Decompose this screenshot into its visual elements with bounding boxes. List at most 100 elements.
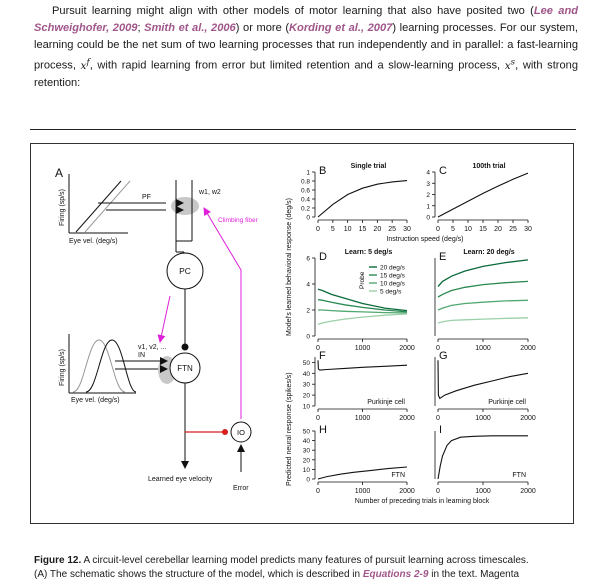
x-tick-label: 0: [316, 226, 320, 233]
legend-item: 20 deg/s: [380, 265, 406, 272]
y-tick-label: 0.4: [301, 197, 310, 204]
x-tick-label: 30: [524, 226, 532, 233]
chart-title: Learn: 5 deg/s: [345, 249, 393, 256]
figure-top-rule: [30, 129, 576, 130]
paragraph-text: , with strong retention:: [34, 59, 578, 89]
chart-annotation: FTN: [512, 472, 526, 479]
y-tick-label: 50: [303, 429, 311, 436]
body-paragraph: Pursuit learning might align with other …: [34, 3, 578, 92]
pf-synapse-highlight: [171, 197, 199, 215]
x-tick-label: 20: [373, 226, 381, 233]
panel-label-i: I: [439, 424, 442, 436]
y-tick-label: 0: [306, 477, 310, 484]
y-tick-label: 10: [303, 467, 311, 474]
speed-x-label: Instruction speed (deg/s): [386, 236, 463, 243]
y-tick-label: 1: [426, 203, 430, 210]
paragraph-text: ) learning processes. For our system, le…: [34, 22, 578, 72]
series-line: [318, 309, 408, 314]
synapse-triangle: [176, 199, 184, 207]
citation-link[interactable]: Smith et al., 2006: [144, 22, 236, 34]
y-tick-label: 0.2: [301, 206, 310, 213]
var-slow: xs: [504, 57, 516, 72]
x-tick-label: 1000: [475, 415, 491, 422]
chart-title: Learn: 20 deg/s: [463, 249, 514, 256]
w-label: w1, w2: [198, 189, 221, 196]
legend-item: 5 deg/s: [380, 289, 402, 296]
inhibitory-terminal: [181, 343, 189, 351]
in-label: IN: [138, 352, 145, 359]
io-label: IO: [237, 428, 245, 437]
y-tick-label: 0.8: [301, 179, 310, 186]
synapse-triangle: [160, 365, 168, 373]
climbing-fiber-label: Climbing fiber: [218, 217, 259, 224]
firing-axis-label: Firing (sp/s): [59, 189, 66, 226]
io-node: [230, 421, 252, 443]
y-tick-label: 1: [306, 170, 310, 177]
panel-label-g: G: [439, 350, 448, 362]
x-tick-label: 15: [359, 226, 367, 233]
citation-link[interactable]: Kording et al., 2007: [289, 22, 393, 34]
chart-title: 100th trial: [472, 163, 505, 170]
inset-middle: Firing (sp/s) Eye vel. (deg/s) v1, v2, .…: [59, 334, 166, 404]
y-tick-label: 4: [426, 170, 430, 177]
x-tick-label: 10: [464, 226, 472, 233]
y-tick-label: 50: [303, 360, 311, 367]
panel-label-f: F: [319, 350, 326, 362]
x-tick-label: 2000: [399, 488, 415, 495]
x-tick-label: 0: [436, 488, 440, 495]
x-tick-label: 2000: [399, 345, 415, 352]
chart-annotation: Purkinje cell: [488, 399, 526, 406]
x-tick-label: 10: [344, 226, 352, 233]
paragraph-text: ) or more (: [235, 22, 290, 34]
series-line: [437, 259, 529, 288]
eye-vel-axis-label: Eye vel. (deg/s): [71, 397, 120, 404]
parallel-fibers: PF: [98, 194, 166, 211]
series-line: [317, 298, 408, 313]
y-tick-label: 0: [306, 215, 310, 222]
behavior-y-label: Model's learned behavioral response (deg…: [286, 198, 293, 336]
x-tick-label: 25: [388, 226, 396, 233]
error-label: Error: [233, 485, 249, 492]
x-tick-label: 1000: [475, 345, 491, 352]
neural-y-label: Predicted neural response (spikes/s): [286, 372, 293, 486]
panel-label-c: C: [439, 165, 447, 177]
pf-label: PF: [142, 194, 151, 201]
paragraph-text: ;: [137, 22, 145, 34]
y-tick-label: 3: [426, 181, 430, 188]
inhibitory-terminal: [222, 429, 228, 435]
synapse-triangle: [160, 357, 168, 365]
panel-label-a: A: [55, 166, 63, 180]
legend-title: Probe: [359, 271, 366, 289]
y-tick-label: 40: [303, 438, 311, 445]
series-line: [317, 466, 408, 480]
y-tick-label: 0: [306, 334, 310, 341]
schematic: A Firing (sp/s) Eye vel. (deg/s) PF: [55, 166, 259, 492]
eye-vel-axis-label: Eye vel. (deg/s): [69, 238, 118, 245]
y-tick-label: 30: [303, 382, 311, 389]
legend-item: 10 deg/s: [380, 281, 406, 288]
y-tick-label: 2: [306, 308, 310, 315]
chart-annotation: Purkinje cell: [367, 399, 405, 406]
y-tick-label: 30: [303, 448, 311, 455]
pc-dendrites: [175, 180, 193, 258]
series-line: [437, 172, 529, 218]
ftn-label: FTN: [177, 364, 193, 373]
x-tick-label: 0: [316, 345, 320, 352]
x-tick-label: 1000: [355, 345, 371, 352]
legend-item: 15 deg/s: [380, 273, 406, 280]
caption-text: in the text. Magenta: [428, 569, 520, 580]
x-tick-label: 0: [316, 488, 320, 495]
x-tick-label: 30: [403, 226, 411, 233]
y-tick-label: 0.6: [301, 188, 310, 195]
inset-top: Firing (sp/s) Eye vel. (deg/s): [59, 174, 131, 245]
panel-label-b: B: [319, 165, 326, 177]
y-tick-label: 2: [426, 192, 430, 199]
x-tick-label: 2000: [399, 415, 415, 422]
pc-label: PC: [179, 266, 191, 276]
citation-link[interactable]: Lee and Schweighofer, 2009: [34, 5, 579, 34]
x-tick-label: 5: [331, 226, 335, 233]
equation-link[interactable]: Equations 2-9: [362, 569, 429, 580]
y-tick-label: 0: [426, 215, 430, 222]
